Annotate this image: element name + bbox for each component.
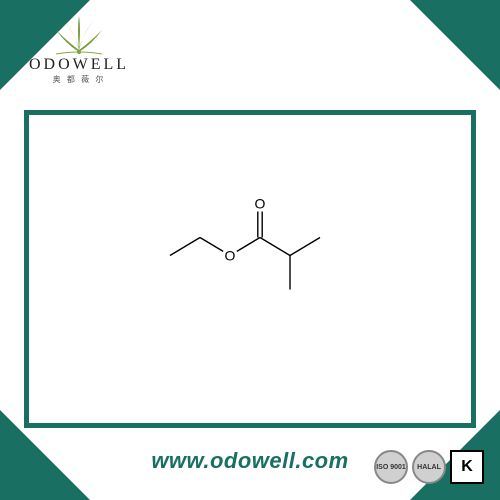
brand-name: ODOWELL [14,56,144,74]
brand-logo: ODOWELL 奥 都 薇 尔 [14,10,144,100]
brand-subtitle: 奥 都 薇 尔 [14,74,144,85]
url-text: www.odowell.com [151,448,348,473]
molecule-svg: OO [150,178,350,318]
iso-badge: ISO 9001 [374,450,408,484]
molecule-diagram: OO [150,178,350,323]
corner-triangle-tr [410,0,500,90]
badge-label: K [461,459,473,475]
certification-badges: ISO 9001 HALAL K [374,450,484,484]
kosher-badge: K [450,450,484,484]
badge-label: HALAL [417,464,441,471]
svg-text:O: O [255,196,266,212]
halal-badge: HALAL [412,450,446,484]
leaf-icon [44,10,114,56]
badge-label: ISO 9001 [376,464,406,471]
svg-text:O: O [225,248,236,264]
